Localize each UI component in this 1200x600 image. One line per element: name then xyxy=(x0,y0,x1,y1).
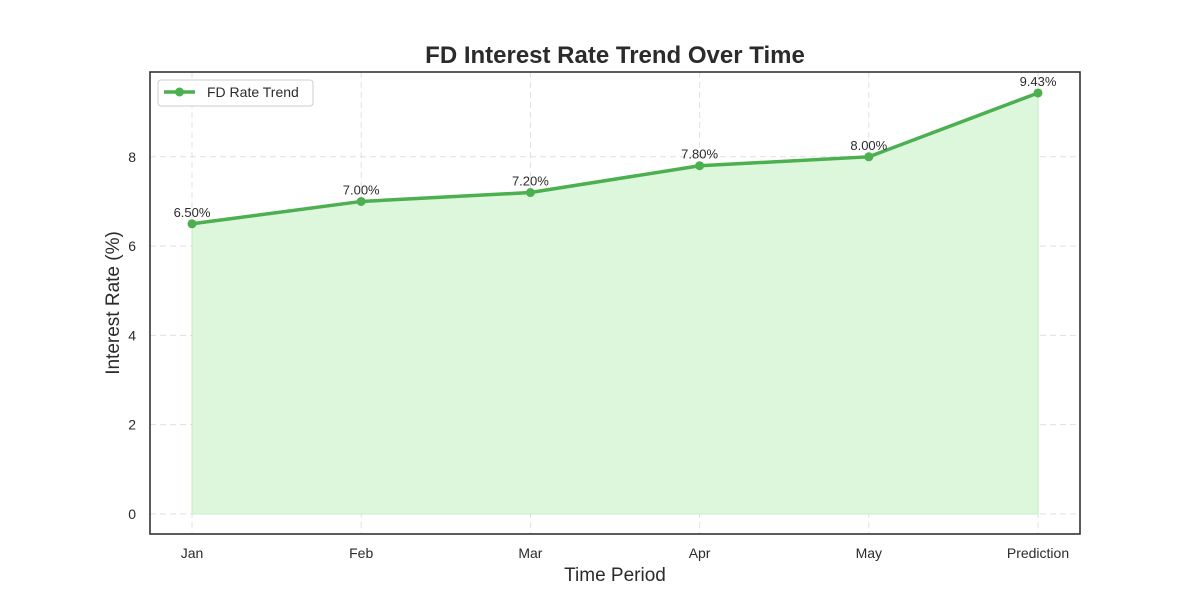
y-axis-ticks: 0 2 4 6 8 xyxy=(128,149,136,522)
x-axis-ticks: Jan Feb Mar Apr May Prediction xyxy=(181,545,1069,561)
series-line xyxy=(190,91,1040,226)
y-axis-label: Interest Rate (%) xyxy=(103,231,124,375)
x-tick-label: Jan xyxy=(181,545,204,561)
y-tick-label: 0 xyxy=(128,506,136,522)
area-fill xyxy=(191,92,1039,515)
x-tick-label: Prediction xyxy=(1007,545,1069,561)
data-point xyxy=(525,188,535,198)
x-axis-label: Time Period xyxy=(564,565,666,586)
data-label: 7.00% xyxy=(343,182,380,197)
legend: FD Rate Trend xyxy=(157,79,314,107)
data-point xyxy=(356,196,366,206)
legend-marker xyxy=(175,87,184,97)
data-label: 9.43% xyxy=(1020,74,1057,89)
x-tick-label: May xyxy=(856,545,882,561)
y-tick-label: 6 xyxy=(128,238,136,254)
chart-title: FD Interest Rate Trend Over Time xyxy=(425,42,805,69)
x-tick-label: Apr xyxy=(689,545,711,561)
data-label: 7.20% xyxy=(512,174,549,189)
data-label: 8.00% xyxy=(850,138,887,153)
x-tick-label: Mar xyxy=(518,545,542,561)
y-tick-label: 8 xyxy=(128,149,136,165)
legend-label: FD Rate Trend xyxy=(207,84,299,100)
data-point xyxy=(187,219,197,229)
data-point xyxy=(864,152,874,162)
area-fill-region xyxy=(191,92,1039,515)
y-tick-label: 4 xyxy=(128,327,136,343)
data-point xyxy=(1033,88,1043,98)
legend-box xyxy=(157,79,314,107)
series-line-path xyxy=(190,91,1040,226)
plot-frame xyxy=(149,71,1081,535)
data-point xyxy=(695,161,705,171)
y-tick-label: 2 xyxy=(128,417,136,433)
x-tick-label: Feb xyxy=(349,545,373,561)
data-labels: 6.50% 7.00% 7.20% 7.80% 8.00% 9.43% xyxy=(174,74,1057,220)
data-label: 7.80% xyxy=(681,147,718,162)
data-label: 6.50% xyxy=(174,205,211,220)
data-points xyxy=(187,88,1043,229)
